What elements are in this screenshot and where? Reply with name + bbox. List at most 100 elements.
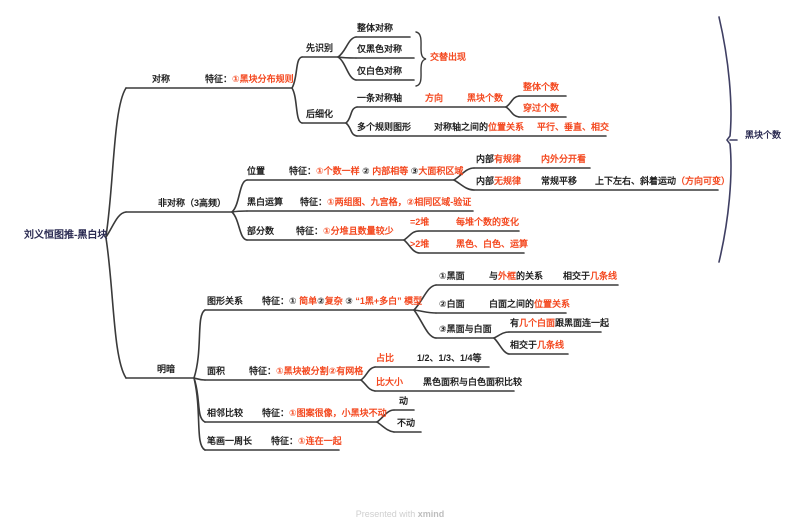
label-part: ② xyxy=(359,166,373,176)
topic-gt-2-piles[interactable]: >2堆 xyxy=(410,239,429,250)
topic-move-directions[interactable]: 上下左右、斜着运动（方向可变） xyxy=(595,176,730,187)
topic-position[interactable]: 位置 xyxy=(247,166,265,177)
topic-black-white-operation[interactable]: 黑色、白色、运算 xyxy=(456,239,528,250)
topic-asymmetry[interactable]: 非对称（3高频） xyxy=(158,198,226,209)
label-part: 特征： xyxy=(289,166,317,176)
label-part: ①连在一起 xyxy=(298,436,342,446)
label-part: 整体对称 xyxy=(357,23,394,33)
label-part: 不动 xyxy=(397,418,416,428)
label-part: 仅黑色对称 xyxy=(357,44,403,54)
topic-partial-count-feature[interactable]: 特征：①分堆且数量较少 xyxy=(296,226,394,237)
label-part: 内部相等 xyxy=(372,166,409,176)
topic-white-face[interactable]: ②白面 xyxy=(439,299,465,310)
topic-area-feature[interactable]: 特征：①黑块被分割②有网格 xyxy=(249,366,363,377)
label-part: 相邻比较 xyxy=(207,408,244,418)
topic-one-axis[interactable]: 一条对称轴 xyxy=(357,93,402,104)
topic-outer-frame-relation[interactable]: 与外框的关系 xyxy=(489,271,543,282)
topic-compare-size[interactable]: 比大小 xyxy=(376,377,403,388)
topic-cross-lines-2[interactable]: 相交于几条线 xyxy=(510,340,564,351)
topic-stroke-perimeter[interactable]: 笔画一周长 xyxy=(207,436,252,447)
topic-direction[interactable]: 方向 xyxy=(425,93,443,104)
topic-bw-operation[interactable]: 黑白运算 xyxy=(247,197,283,208)
label-part: 几个白面 xyxy=(519,318,556,328)
label-part: 内部 xyxy=(476,176,495,186)
watermark-prefix: Presented with xyxy=(355,509,418,519)
topic-white-only-symmetry[interactable]: 仅白色对称 xyxy=(357,66,402,77)
label-part: 一条对称轴 xyxy=(357,93,403,103)
topic-ratio[interactable]: 占比 xyxy=(376,353,394,364)
label-part: 特征： xyxy=(262,408,290,418)
label-part: 对称 xyxy=(152,74,171,84)
label-part: 特征： xyxy=(249,366,277,376)
label-part: 相交于 xyxy=(510,340,538,350)
topic-inner-irregular[interactable]: 内部无规律 xyxy=(476,176,521,187)
label-part: 黑白运算 xyxy=(247,197,284,207)
topic-fractions[interactable]: 1/2、1/3、1/4等 xyxy=(417,353,482,364)
label-part: >2堆 xyxy=(410,239,430,249)
topic-white-faces-connected[interactable]: 有几个白面跟黑面连一起 xyxy=(510,318,609,329)
topic-multiple-shapes[interactable]: 多个规则图形 xyxy=(357,122,411,133)
topic-parallel-vertical-cross[interactable]: 平行、垂直、相交 xyxy=(537,122,609,133)
topic-inner-outer-separate[interactable]: 内外分开看 xyxy=(541,154,586,165)
label-part: ①黑面 xyxy=(439,271,465,281)
label-part: ①个数一样 xyxy=(316,166,360,176)
label-part: ③ xyxy=(342,296,356,306)
label-part: 无规律 xyxy=(494,176,522,186)
topic-symmetry[interactable]: 对称 xyxy=(152,74,170,85)
topic-not-move[interactable]: 不动 xyxy=(397,418,415,429)
topic-white-face-relation[interactable]: 白面之间的位置关系 xyxy=(489,299,570,310)
topic-partial-count[interactable]: 部分数 xyxy=(247,226,274,237)
topic-identify-first[interactable]: 先识别 xyxy=(306,43,333,54)
topic-inner-regular[interactable]: 内部有规律 xyxy=(476,154,521,165)
label-part: ② xyxy=(317,296,325,306)
topic-shape-relation-feature[interactable]: 特征：① 简单②复杂 ③ “1黑+多白” 模型 xyxy=(262,296,422,307)
label-part: 特征： xyxy=(205,74,233,84)
topic-black-count-mid[interactable]: 黑块个数 xyxy=(467,93,503,104)
label-part: ①黑块分布规则 xyxy=(232,74,294,84)
label-part: “1黑+多白” 模型 xyxy=(355,296,423,306)
topic-black-count-right[interactable]: 黑块个数 xyxy=(745,130,781,141)
watermark-brand: xmind xyxy=(417,509,445,519)
label-part: 方向 xyxy=(425,93,444,103)
topic-area[interactable]: 面积 xyxy=(207,366,225,377)
topic-position-feature[interactable]: 特征：①个数一样 ② 内部相等 ③大面积区域 xyxy=(289,166,463,177)
label-part: 明暗 xyxy=(157,364,176,374)
label-part: 1/2、1/3、1/4等 xyxy=(417,353,482,363)
topic-black-white-face[interactable]: ③黑面与白面 xyxy=(439,324,492,335)
topic-alternate-appear[interactable]: 交替出现 xyxy=(430,52,466,63)
topic-stroke-perimeter-feature[interactable]: 特征：①连在一起 xyxy=(271,436,342,447)
topic-symmetry-feature[interactable]: 特征：①黑块分布规则 xyxy=(205,74,294,85)
topic-area-compare[interactable]: 黑色面积与白色面积比较 xyxy=(423,377,522,388)
label-part: 部分数 xyxy=(247,226,275,236)
topic-light-dark[interactable]: 明暗 xyxy=(157,364,175,375)
topic-pass-through-count[interactable]: 穿过个数 xyxy=(523,103,559,114)
label-part: 黑块个数 xyxy=(745,130,782,140)
topic-bw-operation-feature[interactable]: 特征：①两组图、九宫格，②相同区域-验证 xyxy=(300,197,471,208)
topic-axis-position-relation[interactable]: 对称轴之间的位置关系 xyxy=(434,122,524,133)
topic-shape-relation[interactable]: 图形关系 xyxy=(207,296,243,307)
label-part: 常规平移 xyxy=(541,176,578,186)
label-part: 白面之间的 xyxy=(489,299,535,309)
topic-per-pile-change[interactable]: 每堆个数的变化 xyxy=(456,217,519,228)
topic-adjacent-compare-feature[interactable]: 特征：①图案很像，小黑块不动 xyxy=(262,408,387,419)
topic-black-only-symmetry[interactable]: 仅黑色对称 xyxy=(357,44,402,55)
label-part: ①黑块被分割②有网格 xyxy=(276,366,364,376)
topic-total-count[interactable]: 整体个数 xyxy=(523,82,559,93)
topic-refine-later[interactable]: 后细化 xyxy=(306,109,333,120)
topic-adjacent-compare[interactable]: 相邻比较 xyxy=(207,408,243,419)
label-part: 特征：① xyxy=(262,296,300,306)
root-topic[interactable]: 刘义恒图推-黑白块 xyxy=(24,230,108,241)
topic-move[interactable]: 动 xyxy=(399,396,408,407)
topic-whole-symmetry[interactable]: 整体对称 xyxy=(357,23,393,34)
label-part: 多个规则图形 xyxy=(357,122,412,132)
label-part: 面积 xyxy=(207,366,226,376)
topic-black-face[interactable]: ①黑面 xyxy=(439,271,465,282)
label-part: 仅白色对称 xyxy=(357,66,403,76)
topic-eq-2-piles[interactable]: =2堆 xyxy=(410,217,429,228)
label-part: =2堆 xyxy=(410,217,430,227)
label-part: 大面积区域 xyxy=(418,166,464,176)
topic-normal-translation[interactable]: 常规平移 xyxy=(541,176,577,187)
label-part: ①两组图、九宫格，②相同区域-验证 xyxy=(327,197,472,207)
label-part: 跟黑面连一起 xyxy=(555,318,610,328)
topic-cross-lines-1[interactable]: 相交于几条线 xyxy=(563,271,617,282)
